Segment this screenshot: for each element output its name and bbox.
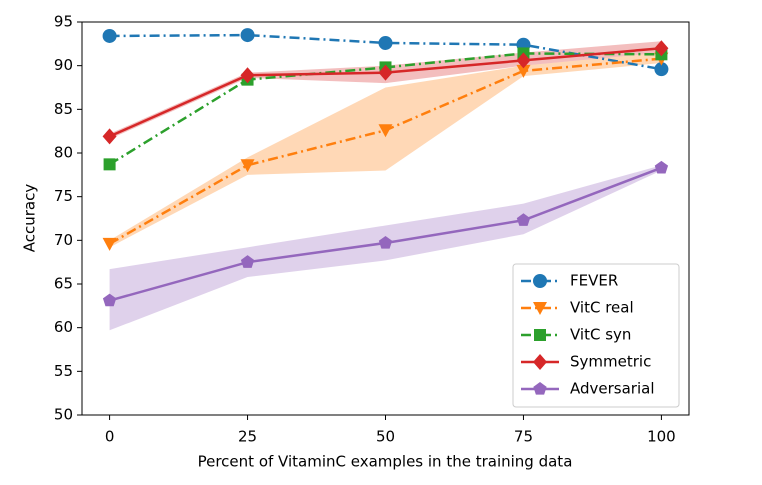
data-point [516,64,531,78]
x-tick-label: 50 [376,428,395,446]
data-point [240,255,255,268]
data-point [378,235,393,249]
data-point [654,40,669,57]
data-point [240,28,255,43]
data-point [102,293,117,307]
plot-frame [81,21,690,416]
data-point [654,62,669,77]
legend-marker [534,329,546,341]
error-band [109,52,662,248]
x-tick-label: 0 [105,428,115,446]
data-point [102,237,117,251]
data-point [378,64,393,81]
data-point [516,52,531,69]
legend-label: Symmetric [570,353,651,371]
legend: FEVER VitC real VitC syn Symmetric Adversari… [512,263,680,408]
x-tick-label: 25 [238,428,257,446]
y-tick-label: 50 [54,406,73,424]
data-point [240,159,255,173]
legend-marker [533,354,547,370]
legend-label: Adversarial [570,380,655,398]
legend-marker [533,382,547,395]
legend-label: VitC real [570,299,634,317]
y-tick-label: 85 [54,100,73,118]
legend-label: VitC syn [570,326,631,344]
x-tick-label: 75 [514,428,533,446]
y-tick-label: 55 [54,362,73,380]
y-tick-label: 95 [54,13,73,31]
data-point [240,67,255,84]
y-axis-label: Accuracy [21,184,39,253]
y-tick-label: 65 [54,275,73,293]
legend-label: FEVER [570,272,618,290]
y-tick-label: 75 [54,187,73,205]
data-point [378,124,393,138]
y-tick-label: 60 [54,318,73,336]
legend-marker [533,274,547,288]
data-point [102,128,117,145]
data-point [103,158,116,171]
data-point [102,28,117,43]
y-tick-label: 90 [54,56,73,74]
data-point [654,160,669,174]
y-tick-label: 80 [54,144,73,162]
x-tick-label: 100 [647,428,676,446]
y-tick-label: 70 [54,231,73,249]
data-point [516,213,531,226]
legend-marker [533,302,547,315]
data-point [378,35,393,50]
error-band [109,41,662,140]
x-axis-label: Percent of VitaminC examples in the trai… [198,453,573,471]
legend-box [512,263,680,408]
